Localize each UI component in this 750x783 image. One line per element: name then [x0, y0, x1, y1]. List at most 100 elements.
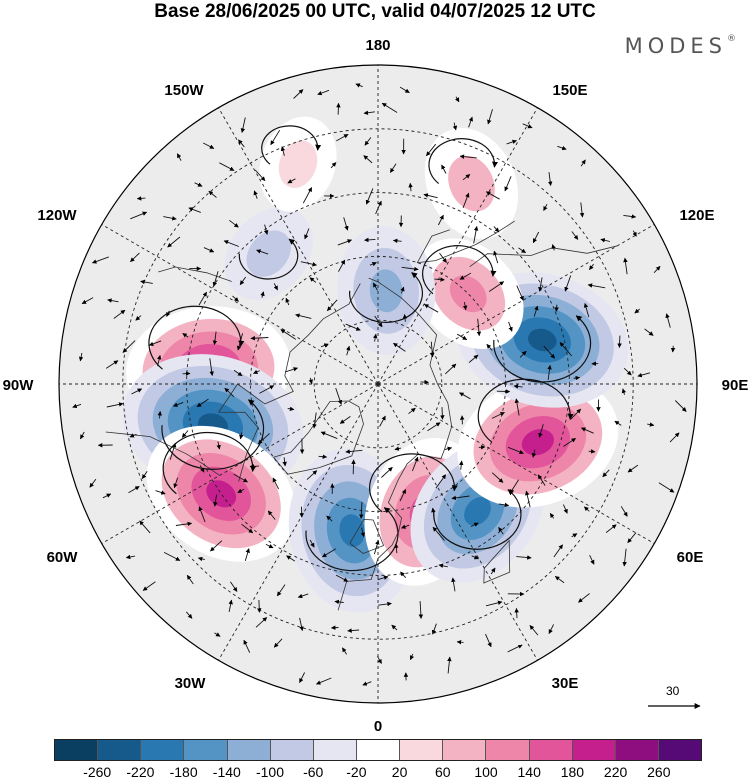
- wind-arrow: [276, 584, 286, 597]
- wind-arrow: [571, 533, 578, 538]
- graticule: [59, 65, 697, 703]
- anomaly-contour: [339, 514, 365, 547]
- wind-arrow: [256, 249, 269, 255]
- wind-arrow: [525, 490, 531, 508]
- wind-arrow: [514, 607, 519, 619]
- meridian: [377, 107, 538, 385]
- wind-arrow: [128, 486, 140, 494]
- wind-arrow: [490, 567, 496, 575]
- wind-arrow: [374, 315, 383, 328]
- wind-arrow: [653, 265, 661, 274]
- wind-arrow: [157, 410, 163, 419]
- wind-arrow: [259, 385, 275, 394]
- wind-arrow: [315, 677, 332, 685]
- wind-arrow: [287, 406, 295, 412]
- anomaly-contour: [246, 230, 291, 277]
- colorbar-tick-label: -180: [169, 764, 198, 780]
- coastline: [483, 539, 511, 584]
- wind-arrow: [551, 244, 556, 251]
- wind-arrow: [559, 342, 572, 357]
- wind-arrow: [254, 169, 266, 182]
- wind-arrow: [623, 214, 637, 219]
- wind-arrow: [142, 581, 156, 591]
- brand-logo: MODES®: [625, 34, 736, 58]
- wind-arrow: [375, 200, 382, 215]
- meridian: [377, 383, 538, 661]
- wind-arrow: [562, 504, 568, 514]
- wind-arrow: [188, 207, 201, 213]
- wind-arrow: [228, 599, 233, 612]
- wind-arrow: [229, 219, 239, 228]
- wind-arrow: [214, 632, 221, 637]
- wind-arrow: [167, 236, 181, 248]
- wind-arrow: [430, 341, 435, 358]
- wind-arrow: [437, 214, 444, 226]
- wind-arrow: [400, 286, 405, 294]
- anomaly-contour: [278, 140, 318, 188]
- wind-arrow: [140, 279, 153, 285]
- meridian: [377, 383, 655, 544]
- wind-arrow: [459, 154, 477, 159]
- wind-arrow: [299, 617, 304, 632]
- wind-arrow: [322, 548, 337, 558]
- wind-arrow: [485, 191, 500, 200]
- wind-arrow: [78, 352, 84, 362]
- wind-arrow: [91, 256, 109, 264]
- wind-arrow: [381, 466, 393, 478]
- wind-arrow: [130, 252, 140, 263]
- colorbar-ticks: -260 -220 -180 -140 -100 -60 -20 20 60 100 140 180 2…: [54, 764, 702, 782]
- wind-arrow: [462, 192, 470, 208]
- wind-arrow: [522, 123, 533, 129]
- wind-arrow: [669, 432, 680, 443]
- wind-arrow: [462, 302, 468, 311]
- wind-arrow: [605, 524, 617, 533]
- wind-arrow: [627, 464, 639, 473]
- anomaly-contour: [464, 497, 491, 526]
- wind-arrow: [632, 230, 637, 237]
- wind-arrow: [270, 129, 281, 146]
- label-120e: 120E: [679, 207, 714, 224]
- streamline: [148, 305, 245, 370]
- wind-arrow: [286, 555, 296, 562]
- wind-arrow: [106, 402, 124, 408]
- wind-arrow: [343, 217, 349, 231]
- wind-arrow: [394, 446, 402, 451]
- wind-arrow: [238, 139, 245, 148]
- wind-arrow: [203, 247, 215, 253]
- wind-arrow: [439, 252, 447, 263]
- colorbar-tick-label: 260: [647, 764, 671, 780]
- map-boundary: [58, 64, 698, 704]
- wind-arrow: [564, 275, 572, 292]
- wind-arrow: [622, 548, 627, 567]
- streamline: [428, 138, 498, 185]
- wind-arrow: [102, 493, 112, 499]
- wind-arrow: [452, 122, 458, 131]
- wind-arrow: [411, 456, 419, 472]
- wind-arrow: [471, 555, 479, 560]
- colorbar-tick-label: -140: [212, 764, 241, 780]
- streamline: [161, 399, 265, 470]
- wind-arrow: [617, 335, 622, 348]
- wind-arrow: [273, 638, 283, 648]
- colorbar-swatch: [55, 740, 99, 760]
- wind-arrow: [571, 231, 579, 240]
- wind-arrow: [239, 276, 247, 286]
- wind-arrow: [306, 470, 318, 480]
- wind-arrow: [486, 343, 493, 351]
- colorbar-swatch: [400, 740, 444, 760]
- wind-arrow: [498, 527, 504, 535]
- wind-arrow: [196, 398, 209, 408]
- anomaly-pos-pacific-north: [424, 128, 519, 240]
- wind-arrow: [163, 216, 177, 221]
- wind-arrow: [579, 202, 585, 218]
- wind-arrow: [423, 193, 438, 199]
- wind-arrow: [285, 367, 299, 373]
- label-30e: 30E: [552, 675, 579, 692]
- wind-arrow: [237, 488, 245, 494]
- wind-arrow: [233, 473, 248, 483]
- wind-arrow: [198, 506, 206, 523]
- wind-arrow: [537, 474, 546, 486]
- wind-arrow: [393, 342, 406, 352]
- wind-arrow: [182, 333, 189, 338]
- anomaly-pos-east-siberia: [412, 238, 524, 350]
